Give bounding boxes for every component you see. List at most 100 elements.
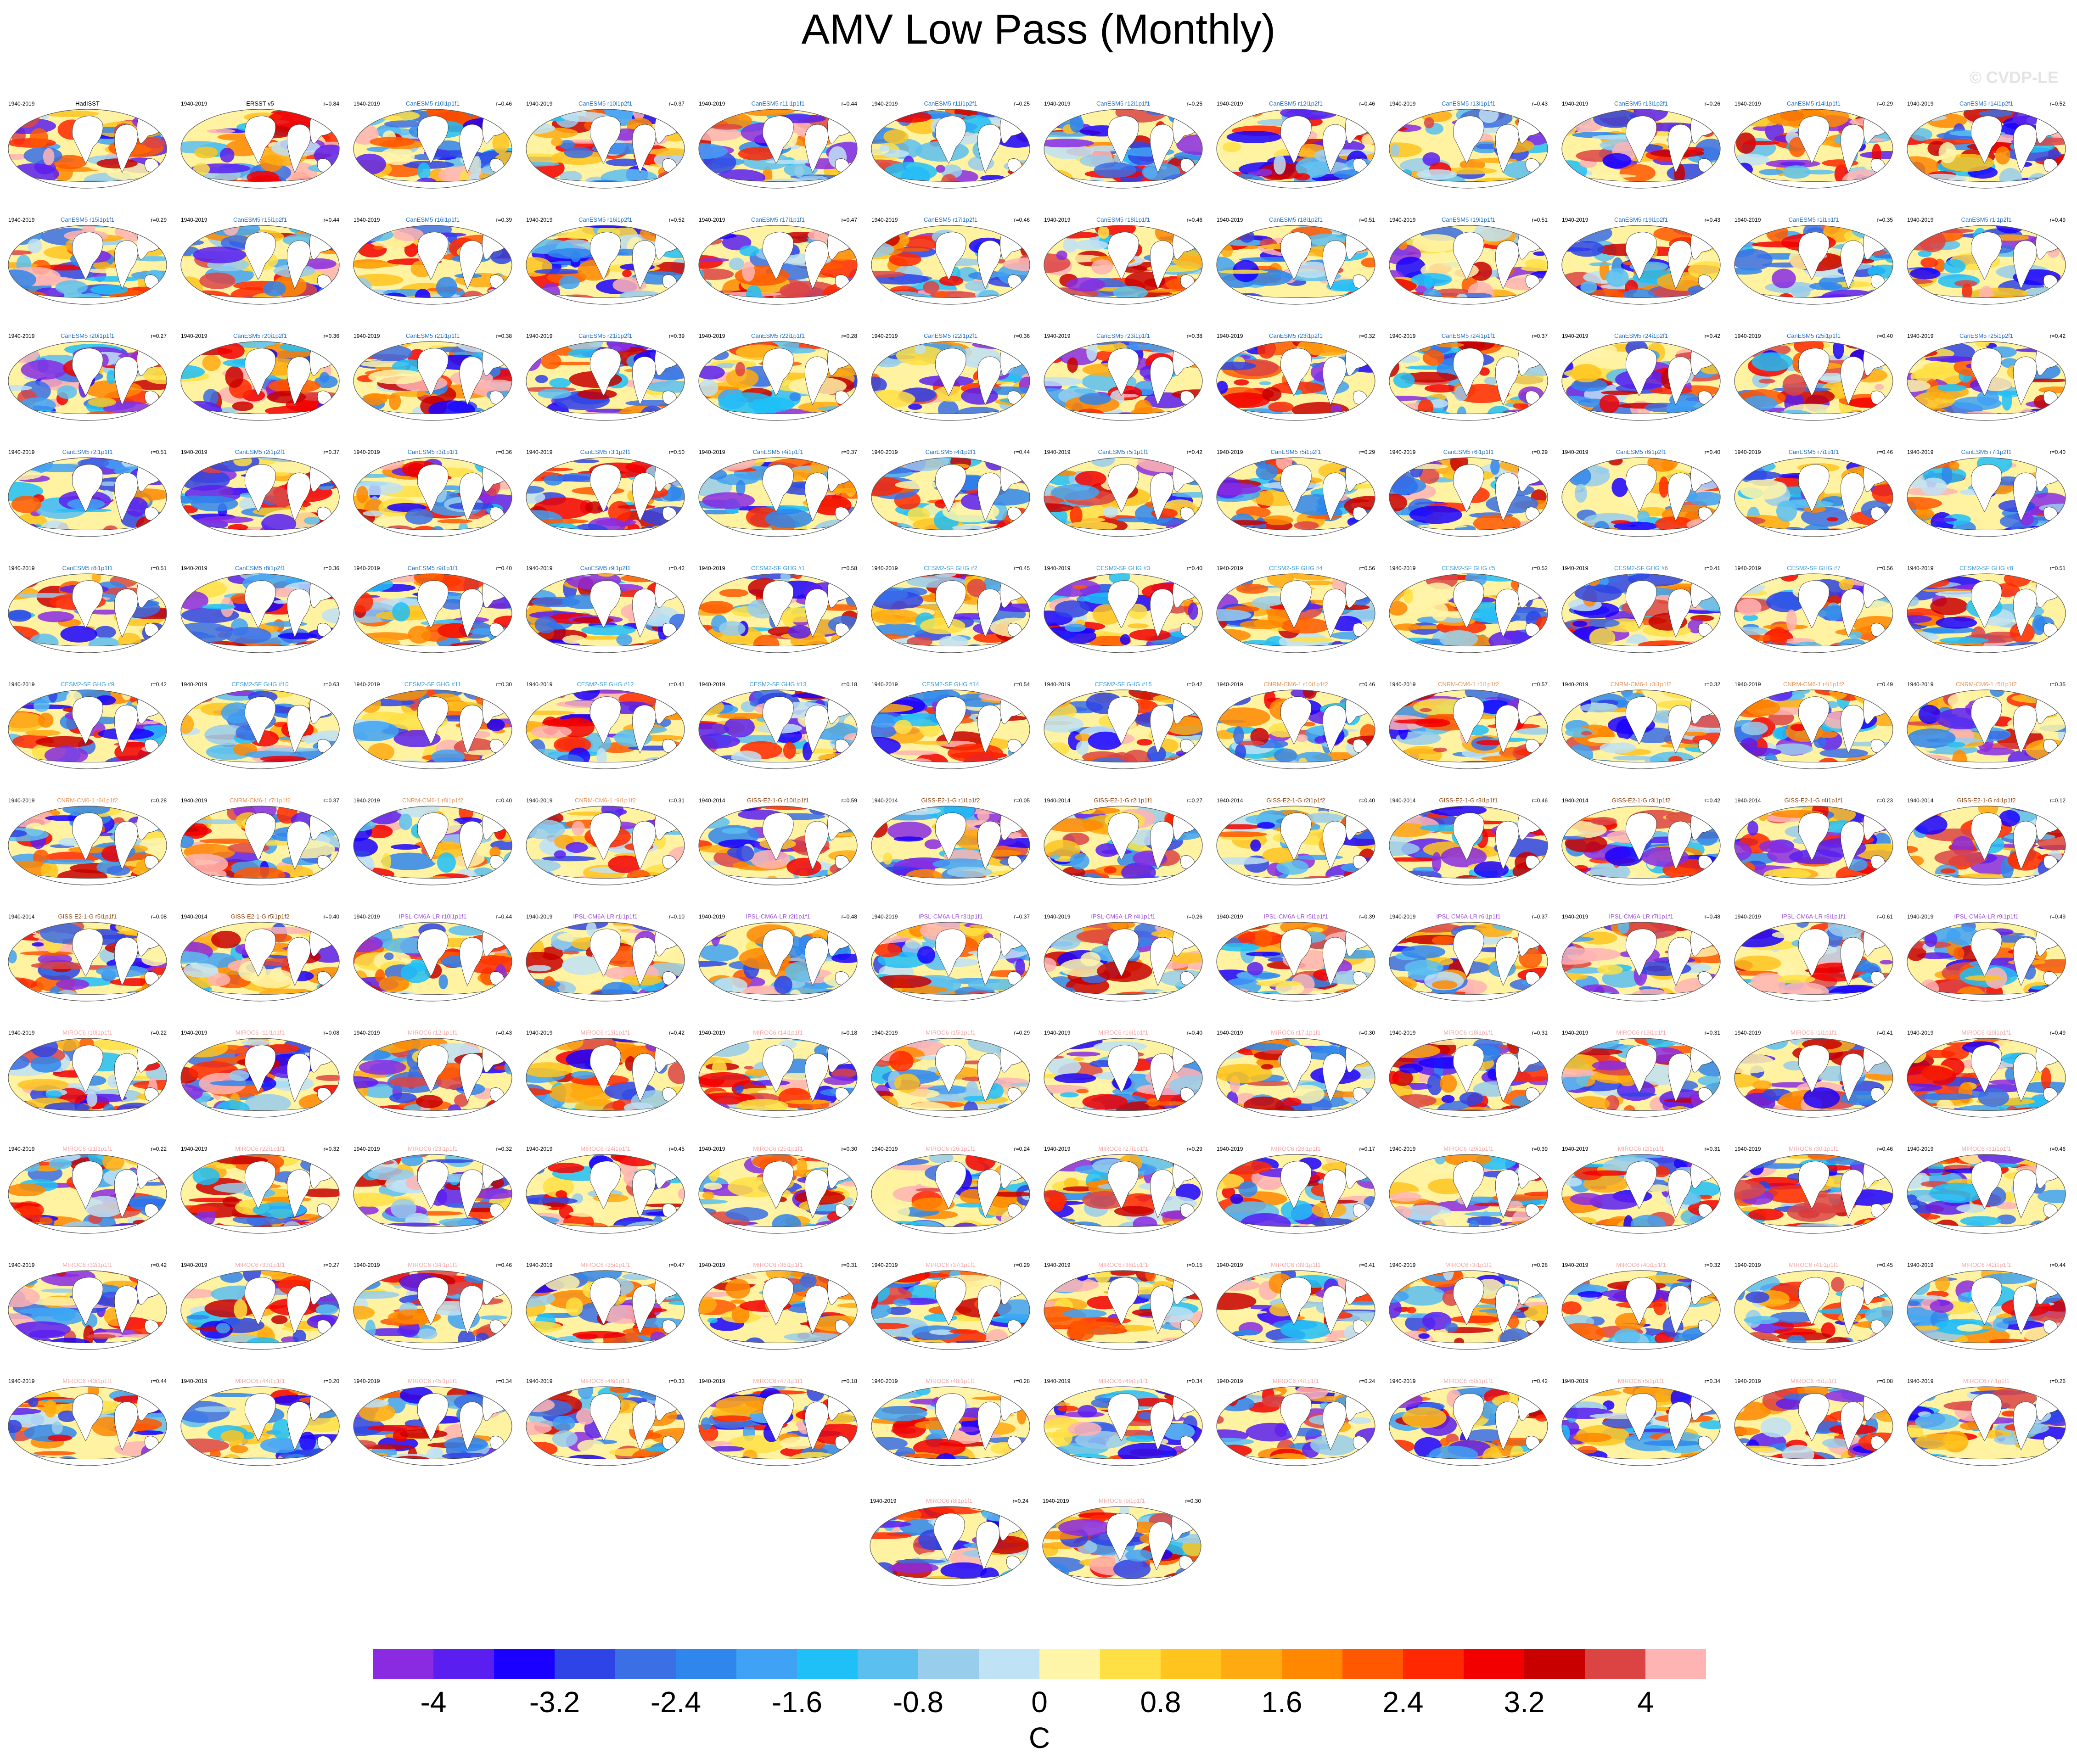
panel-correlation: r=0.31: [1705, 1030, 1721, 1036]
panel-period: 1940-2019: [1907, 1146, 1934, 1152]
panel-period: 1940-2019: [181, 565, 208, 571]
panel-period: 1940-2019: [1735, 449, 1761, 455]
map-panel: 1940-2014 GISS-E2-1-G r5i1p1f1 r=0.08: [8, 913, 167, 1002]
panel-title: CanESM5 r25i1p2f1: [1959, 332, 2013, 339]
panel-title: CanESM5 r4i1p1f1: [753, 448, 803, 455]
panel-title: IPSL-CM6A-LR r10i1p1f1: [399, 913, 466, 920]
panel-title: GISS-E2-1-G r2i1p1f1: [1094, 797, 1153, 804]
map-panel: 1940-2019 CanESM5 r24i1p2f1 r=0.42: [1561, 332, 1721, 421]
panel-title: IPSL-CM6A-LR r5i1p1f1: [1263, 913, 1328, 920]
map-panel: 1940-2014 GISS-E2-1-G r4i1p1f1 r=0.23: [1734, 797, 1893, 885]
panel-correlation: r=0.42: [1705, 333, 1721, 339]
panel-period: 1940-2019: [1562, 333, 1589, 339]
map-panel: 1940-2019 MIROC6 r20i1p1f1 r=0.49: [1907, 1029, 2066, 1118]
map-panel: 1940-2019 IPSL-CM6A-LR r9i1p1f1 r=0.49: [1907, 913, 2066, 1002]
panel-period: 1940-2019: [1562, 681, 1589, 688]
panel-correlation: r=0.56: [1359, 565, 1375, 571]
map-panel: 1940-2019 CNRM-CM6-1 r9i1p1f2 r=0.31: [526, 797, 685, 885]
panel-period: 1940-2019: [871, 217, 898, 223]
panel-period: 1940-2019: [1044, 449, 1071, 455]
panel-correlation: r=0.40: [1705, 449, 1721, 455]
panel-title: MIROC6 r38i1p1f1: [1098, 1261, 1148, 1268]
panel-title: MIROC6 r50i1p1f1: [1443, 1378, 1493, 1384]
panel-title: MIROC6 r44i1p1f1: [235, 1378, 285, 1384]
map-panel: 1940-2019 MIROC6 r16i1p1f1 r=0.40: [1044, 1029, 1203, 1118]
panel-title: CanESM5 r8i1p1f1: [62, 565, 113, 571]
map-panel: 1940-2019 MIROC6 r33i1p1f1 r=0.27: [180, 1261, 340, 1350]
panel-period: 1940-2014: [1907, 797, 1934, 804]
panel-period: 1940-2019: [526, 1030, 553, 1036]
panel-period: 1940-2019: [871, 1378, 898, 1384]
panel-title: CanESM5 r7i1p1f1: [1789, 448, 1839, 455]
panel-title: CanESM5 r24i1p1f1: [1442, 332, 1495, 339]
panel-title: GISS-E2-1-G r2i1p1f2: [1267, 797, 1325, 804]
map-panel: 1940-2019 IPSL-CM6A-LR r3i1p1f1 r=0.37: [871, 913, 1030, 1002]
panel-correlation: r=0.26: [2050, 1378, 2066, 1384]
panel-title: CanESM5 r13i1p2f1: [1614, 100, 1668, 107]
panel-correlation: r=0.39: [496, 217, 512, 223]
panel-correlation: r=0.46: [2050, 1146, 2066, 1152]
map-panel: 1940-2019 CESM2-SF GHG #6 r=0.41: [1561, 565, 1721, 653]
map-panel: 1940-2019 CESM2-SF GHG #15 r=0.42: [1044, 681, 1203, 769]
panel-title: CanESM5 r19i1p1f1: [1442, 216, 1495, 223]
panel-correlation: r=0.34: [1705, 1378, 1721, 1384]
map-panel: 1940-2019 CanESM5 r14i1p1f1 r=0.29: [1734, 100, 1893, 189]
panel-period: 1940-2019: [1044, 565, 1071, 571]
panel-correlation: r=0.44: [2050, 1262, 2066, 1268]
panel-period: 1940-2019: [1735, 217, 1761, 223]
panel-correlation: r=0.32: [1705, 1262, 1721, 1268]
map-panel: 1940-2014 GISS-E2-1-G r4i1p1f2 r=0.12: [1907, 797, 2066, 885]
panel-correlation: r=0.44: [496, 913, 512, 920]
colorbar-tick-label: -2.4: [651, 1686, 701, 1719]
panel-correlation: r=0.38: [496, 333, 512, 339]
panel-period: 1940-2019: [354, 101, 380, 107]
panel-period: 1940-2019: [1735, 681, 1761, 688]
panel-correlation: r=0.52: [669, 217, 685, 223]
map-panel: 1940-2019 IPSL-CM6A-LR r1i1p1f1 r=0.10: [526, 913, 685, 1002]
panel-period: 1940-2019: [1044, 681, 1071, 688]
panel-correlation: r=0.28: [842, 333, 858, 339]
map-panel: 1940-2019 MIROC6 r35i1p1f1 r=0.47: [526, 1261, 685, 1350]
panel-period: 1940-2019: [1562, 1030, 1589, 1036]
panel-period: 1940-2019: [526, 449, 553, 455]
map-panel: 1940-2019 MIROC6 r5i1p1f1 r=0.34: [1561, 1378, 1721, 1466]
panel-period: 1940-2019: [699, 913, 725, 920]
panel-period: 1940-2019: [354, 1146, 380, 1152]
colorbar-box: [615, 1649, 676, 1679]
map-panel: 1940-2019 CESM2-SF GHG #2 r=0.45: [871, 565, 1030, 653]
panel-title: CanESM5 r2i1p2f1: [235, 448, 286, 455]
map-panel: 1940-2019 CanESM5 r12i1p2f1 r=0.46: [1216, 100, 1375, 189]
panel-correlation: r=0.25: [1014, 101, 1030, 107]
panel-correlation: r=0.44: [151, 1378, 167, 1384]
panel-title: CNRM-CM6-1 r4i1p1f2: [1783, 681, 1844, 688]
map-panel: 1940-2019 CanESM5 r17i1p1f1 r=0.47: [698, 216, 858, 305]
map-panel: 1940-2019 MIROC6 r31i1p1f1 r=0.46: [1907, 1145, 2066, 1234]
panel-period: 1940-2019: [1389, 1378, 1416, 1384]
map-panel: 1940-2019 MIROC6 r38i1p1f1 r=0.15: [1044, 1261, 1203, 1350]
map-panel: 1940-2019 CanESM5 r22i1p2f1 r=0.36: [871, 332, 1030, 421]
panel-correlation: r=0.32: [496, 1146, 512, 1152]
panel-correlation: r=0.28: [1532, 1262, 1548, 1268]
colorbar: -4 -3.2 -2.4 -1.6 -0.8 0 0.8 1.6 2.4 3.2 4 C: [373, 1649, 1706, 1754]
colorbar-unit-label: C: [1029, 1721, 1050, 1754]
panel-title: CanESM5 r14i1p2f1: [1959, 100, 2013, 107]
panel-period: 1940-2019: [871, 1262, 898, 1268]
map-panel: 1940-2019 CanESM5 r24i1p1f1 r=0.37: [1389, 332, 1548, 421]
panel-correlation: r=0.31: [1705, 1146, 1721, 1152]
panel-period: 1940-2019: [1217, 1378, 1243, 1384]
panel-title: MIROC6 r32i1p1f1: [62, 1261, 112, 1268]
panel-correlation: r=0.49: [2050, 913, 2066, 920]
panel-period: 1940-2019: [526, 1146, 553, 1152]
panel-correlation: r=0.40: [1187, 565, 1203, 571]
panel-period: 1940-2019: [1044, 333, 1071, 339]
panel-period: 1940-2014: [8, 913, 35, 920]
map-panel: 1940-2019 CESM2-SF GHG #11 r=0.30: [353, 681, 512, 769]
panel-correlation: r=0.59: [842, 797, 858, 804]
panel-correlation: r=0.46: [1014, 217, 1030, 223]
panel-title: MIROC6 r40i1p1f1: [1616, 1261, 1666, 1268]
map-panel: 1940-2019 MIROC6 r6i1p1f1 r=0.08: [1734, 1378, 1893, 1466]
panel-title: CNRM-CM6-1 r1i1p1f2: [1438, 681, 1499, 688]
map-panel: 1940-2019 MIROC6 r47i1p1f1 r=0.18: [698, 1378, 858, 1466]
panel-correlation: r=0.42: [1187, 681, 1203, 688]
